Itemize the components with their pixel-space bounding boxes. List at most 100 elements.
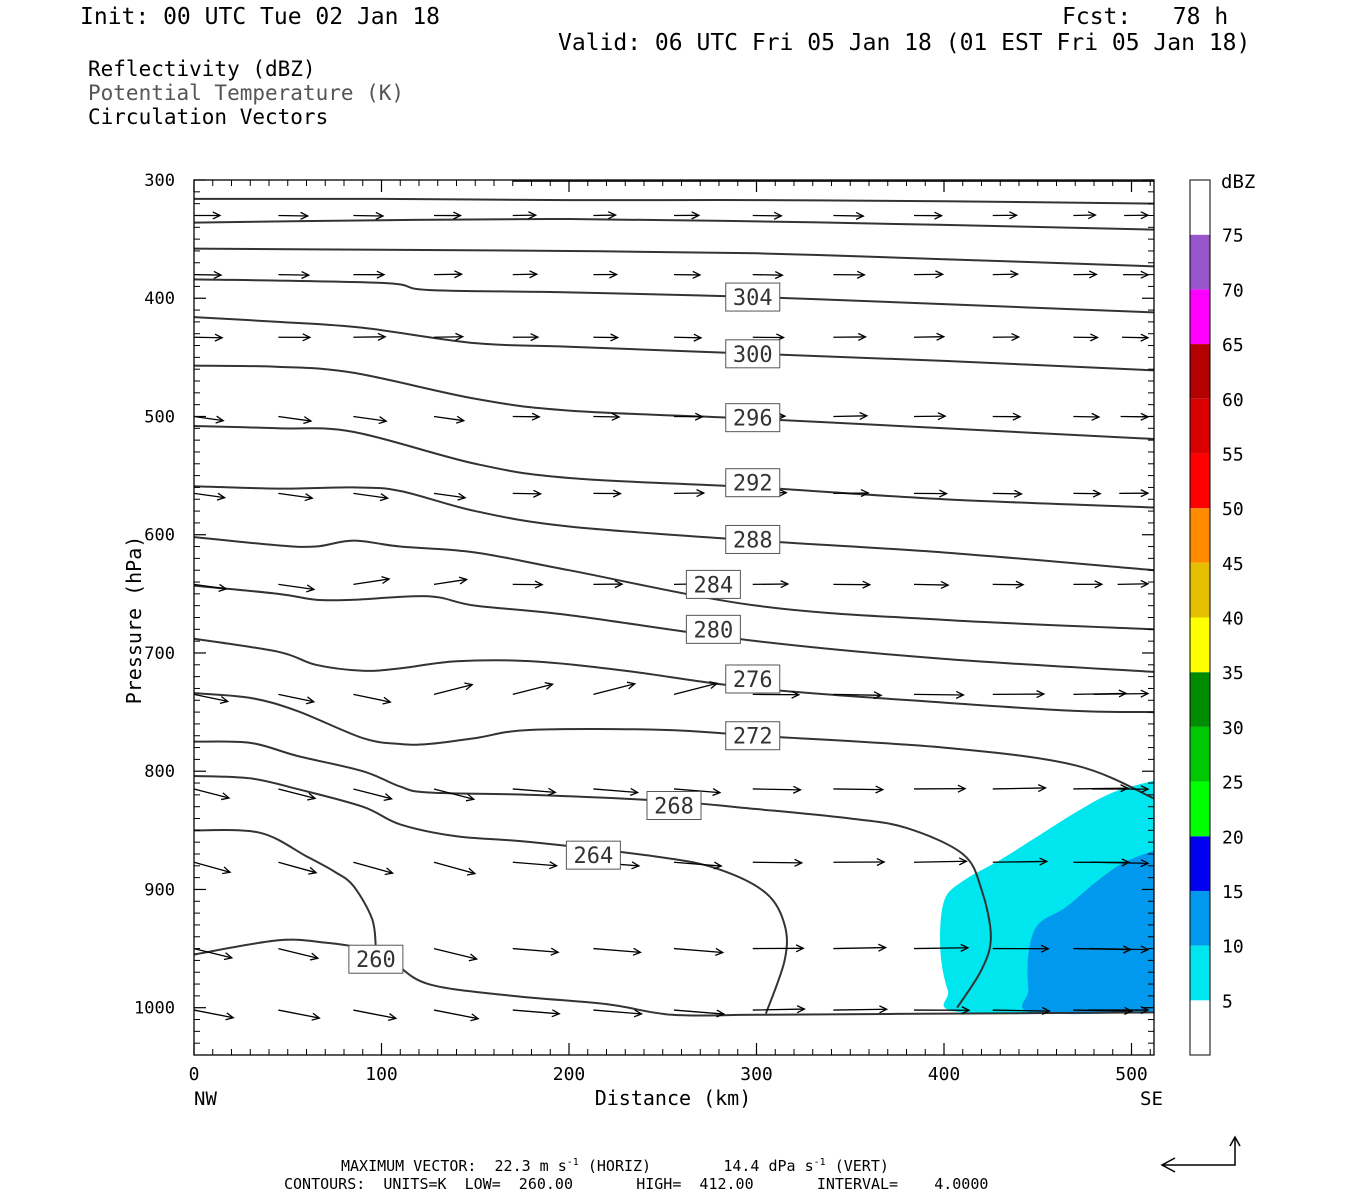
y-tick-label: 500 xyxy=(144,407,175,427)
vector-arrow xyxy=(593,333,620,342)
vector-arrow xyxy=(913,943,970,952)
theta-contour-labels: 304 300 296 292 288 284 280 276 272 268 264 260 xyxy=(348,282,781,974)
maximum-vector-note: MAXIMUM VECTOR: 22.3 m s-1 (HORIZ) 14.4 … xyxy=(341,1157,889,1175)
x-axis-label: Distance (km) xyxy=(595,1086,752,1110)
dbz-colorbar: 5 10 15 20 25 30 35 40 45 50 55 60 65 70 75 dBZ xyxy=(1189,171,1255,1056)
vector-arrow xyxy=(433,332,465,341)
vector-arrow xyxy=(512,489,543,498)
theta-label-272: 272 xyxy=(725,721,781,751)
vector-arrow xyxy=(833,857,886,867)
y-tick-label: 1000 xyxy=(134,999,175,1019)
theta-label-288: 288 xyxy=(725,524,781,554)
vector-arrow xyxy=(512,1009,561,1018)
colorbar-tick-label: 60 xyxy=(1222,390,1244,411)
vector-arrow xyxy=(992,690,1046,699)
vector-arrow xyxy=(593,1009,644,1018)
vector-arrow xyxy=(833,332,867,342)
vector-arrow xyxy=(833,488,870,498)
colorbar-tick-label: 30 xyxy=(1222,718,1244,739)
theta-label-296: 296 xyxy=(725,403,781,433)
vector-arrow xyxy=(193,1009,235,1021)
vector-arrow xyxy=(1091,785,1150,794)
reference-vector-icon xyxy=(1160,1135,1241,1173)
vector-arrow xyxy=(193,333,224,342)
vector-arrow xyxy=(278,947,320,961)
vector-arrow xyxy=(193,861,232,875)
vector-arrow xyxy=(673,270,702,279)
vector-arrow xyxy=(278,1009,321,1021)
vector-arrow xyxy=(913,1006,971,1015)
vector-arrow xyxy=(992,332,1021,342)
vector-arrow xyxy=(353,270,386,279)
vector-arrow xyxy=(593,211,618,220)
x-tick-label: 100 xyxy=(365,1064,398,1085)
y-tick-label: 900 xyxy=(144,880,175,900)
theta-label-276: 276 xyxy=(725,664,781,694)
svg-text:260: 260 xyxy=(356,948,396,973)
x-tick-label: 0 xyxy=(189,1064,200,1085)
vector-arrow xyxy=(913,412,947,421)
svg-text:296: 296 xyxy=(733,407,773,432)
colorbar-segment xyxy=(1190,1000,1210,1055)
theta-label-260: 260 xyxy=(348,944,404,974)
theta-label-284: 284 xyxy=(685,569,741,599)
svg-text:304: 304 xyxy=(733,286,773,311)
vector-arrow xyxy=(593,787,640,797)
vector-arrow xyxy=(1123,270,1150,279)
vector-arrow xyxy=(833,411,869,421)
colorbar-segment xyxy=(1190,453,1210,509)
vector-arrow xyxy=(593,412,621,421)
vector-arrow xyxy=(278,788,317,801)
colorbar-segment xyxy=(1190,344,1210,399)
colorbar-tick-label: 70 xyxy=(1222,280,1244,301)
theta-contour-14 xyxy=(194,829,377,949)
theta-contour-6 xyxy=(194,424,1154,509)
theta-label-292: 292 xyxy=(725,468,781,498)
colorbar-tick-label: 15 xyxy=(1222,882,1244,903)
vector-arrow xyxy=(512,211,538,220)
vector-arrow xyxy=(278,415,313,425)
theta-contour-7 xyxy=(194,485,1154,572)
colorbar-segment xyxy=(1190,617,1210,673)
colorbar-segment xyxy=(1190,234,1210,290)
vector-arrow xyxy=(433,788,476,802)
vector-arrow xyxy=(278,211,310,220)
vector-arrow xyxy=(992,211,1019,220)
theta-contours xyxy=(194,180,1154,1017)
vector-arrow xyxy=(278,861,318,875)
vector-arrow xyxy=(673,489,706,498)
vector-arrow xyxy=(1124,211,1150,220)
vector-arrow xyxy=(433,576,469,586)
colorbar-segment xyxy=(1190,836,1210,891)
vector-arrow xyxy=(353,861,395,876)
field-circulation-vectors: Circulation Vectors xyxy=(88,105,329,129)
vector-arrow xyxy=(278,492,314,502)
colorbar-unit: dBZ xyxy=(1221,171,1255,193)
y-tick-label: 800 xyxy=(144,762,175,782)
vector-arrow xyxy=(992,489,1023,498)
vector-arrow xyxy=(512,412,541,421)
axes: 300 400 500 600 700 800 900 1000 0 100 200 300 400 50… xyxy=(134,171,1154,1085)
vector-arrow xyxy=(752,1005,806,1014)
vector-arrow xyxy=(1073,489,1102,498)
vector-arrow xyxy=(752,270,784,280)
vector-arrow xyxy=(353,332,387,341)
vector-arrow xyxy=(833,785,885,794)
theta-contour-4 xyxy=(194,316,1154,372)
vector-arrow xyxy=(752,944,805,953)
vector-arrow xyxy=(512,333,540,342)
vector-arrow xyxy=(433,492,467,501)
svg-text:292: 292 xyxy=(733,472,773,497)
vector-arrow xyxy=(278,693,316,705)
vector-arrow xyxy=(673,681,719,695)
x-end-label-nw: NW xyxy=(194,1088,217,1110)
vector-arrow xyxy=(673,412,704,421)
valid-time: Valid: 06 UTC Fri 05 Jan 18 (01 EST Fri … xyxy=(558,30,1251,56)
vector-arrow xyxy=(673,861,723,870)
vector-arrow xyxy=(1121,333,1150,342)
vector-arrow xyxy=(353,211,385,220)
y-tick-label: 700 xyxy=(144,644,175,664)
vector-arrow xyxy=(833,943,888,952)
svg-text:276: 276 xyxy=(733,668,773,693)
colorbar-tick-label: 5 xyxy=(1222,991,1233,1012)
